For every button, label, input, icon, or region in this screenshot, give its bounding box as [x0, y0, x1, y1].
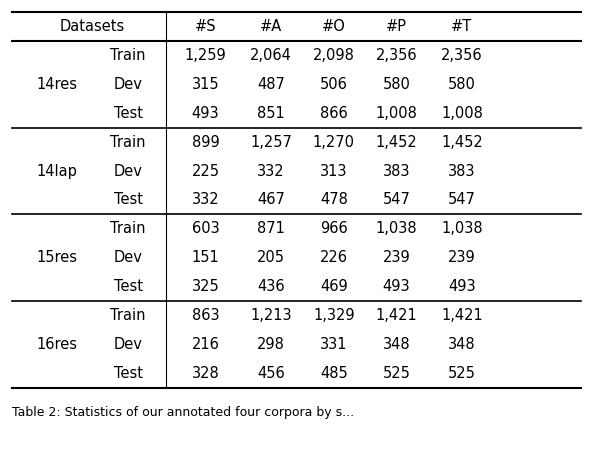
Text: 1,213: 1,213 [250, 308, 292, 323]
Text: 239: 239 [448, 250, 476, 266]
Text: #O: #O [322, 19, 346, 34]
Text: 14lap: 14lap [36, 163, 77, 179]
Text: 851: 851 [257, 106, 285, 121]
Text: 547: 547 [383, 193, 410, 207]
Text: 313: 313 [320, 163, 347, 179]
Text: 1,259: 1,259 [185, 48, 226, 63]
Text: 225: 225 [192, 163, 219, 179]
Text: 1,421: 1,421 [375, 308, 417, 323]
Text: Test: Test [114, 366, 142, 381]
Text: Dev: Dev [114, 77, 142, 92]
Text: #S: #S [195, 19, 216, 34]
Text: 866: 866 [320, 106, 347, 121]
Text: 525: 525 [383, 366, 410, 381]
Text: #T: #T [451, 19, 473, 34]
Text: Table 2: Statistics of our annotated four corpora by s...: Table 2: Statistics of our annotated fou… [12, 406, 354, 419]
Text: 1,038: 1,038 [375, 221, 417, 236]
Text: 239: 239 [383, 250, 410, 266]
Text: 14res: 14res [36, 77, 77, 92]
Text: 485: 485 [320, 366, 347, 381]
Text: 328: 328 [192, 366, 219, 381]
Text: 603: 603 [192, 221, 219, 236]
Text: 1,452: 1,452 [441, 135, 483, 149]
Text: 547: 547 [448, 193, 476, 207]
Text: 315: 315 [192, 77, 219, 92]
Text: 151: 151 [192, 250, 219, 266]
Text: Dev: Dev [114, 163, 142, 179]
Text: 332: 332 [257, 163, 285, 179]
Text: 2,356: 2,356 [441, 48, 483, 63]
Text: 1,257: 1,257 [250, 135, 292, 149]
Text: 383: 383 [383, 163, 410, 179]
Text: 871: 871 [257, 221, 285, 236]
Text: 205: 205 [257, 250, 285, 266]
Text: 216: 216 [192, 337, 219, 352]
Text: 580: 580 [383, 77, 410, 92]
Text: Test: Test [114, 193, 142, 207]
Text: 1,421: 1,421 [441, 308, 483, 323]
Text: 525: 525 [448, 366, 476, 381]
Text: 436: 436 [257, 279, 285, 294]
Text: 493: 493 [192, 106, 219, 121]
Text: 1,038: 1,038 [441, 221, 483, 236]
Text: 2,356: 2,356 [375, 48, 417, 63]
Text: 487: 487 [257, 77, 285, 92]
Text: 899: 899 [192, 135, 219, 149]
Text: 506: 506 [320, 77, 347, 92]
Text: 383: 383 [448, 163, 476, 179]
Text: Train: Train [110, 221, 146, 236]
Text: 1,329: 1,329 [313, 308, 355, 323]
Text: 15res: 15res [36, 250, 77, 266]
Text: 580: 580 [448, 77, 476, 92]
Text: 1,452: 1,452 [375, 135, 417, 149]
Text: 1,008: 1,008 [441, 106, 483, 121]
Text: 331: 331 [320, 337, 347, 352]
Text: 16res: 16res [36, 337, 77, 352]
Text: 966: 966 [320, 221, 347, 236]
Text: 325: 325 [192, 279, 219, 294]
Text: 332: 332 [192, 193, 219, 207]
Text: 456: 456 [257, 366, 285, 381]
Text: #P: #P [386, 19, 407, 34]
Text: 467: 467 [257, 193, 285, 207]
Text: Train: Train [110, 48, 146, 63]
Text: 226: 226 [320, 250, 347, 266]
Text: 1,008: 1,008 [375, 106, 417, 121]
Text: 1,270: 1,270 [313, 135, 355, 149]
Text: Dev: Dev [114, 337, 142, 352]
Text: Test: Test [114, 279, 142, 294]
Text: Dev: Dev [114, 250, 142, 266]
Text: 2,064: 2,064 [250, 48, 292, 63]
Text: Test: Test [114, 106, 142, 121]
Text: 298: 298 [257, 337, 285, 352]
Text: Train: Train [110, 308, 146, 323]
Text: 469: 469 [320, 279, 347, 294]
Text: 478: 478 [320, 193, 347, 207]
Text: 2,098: 2,098 [313, 48, 355, 63]
Text: 493: 493 [448, 279, 476, 294]
Text: Datasets: Datasets [60, 19, 125, 34]
Text: 863: 863 [192, 308, 219, 323]
Text: 348: 348 [383, 337, 410, 352]
Text: #A: #A [260, 19, 283, 34]
Text: Train: Train [110, 135, 146, 149]
Text: 493: 493 [383, 279, 410, 294]
Text: 348: 348 [448, 337, 476, 352]
